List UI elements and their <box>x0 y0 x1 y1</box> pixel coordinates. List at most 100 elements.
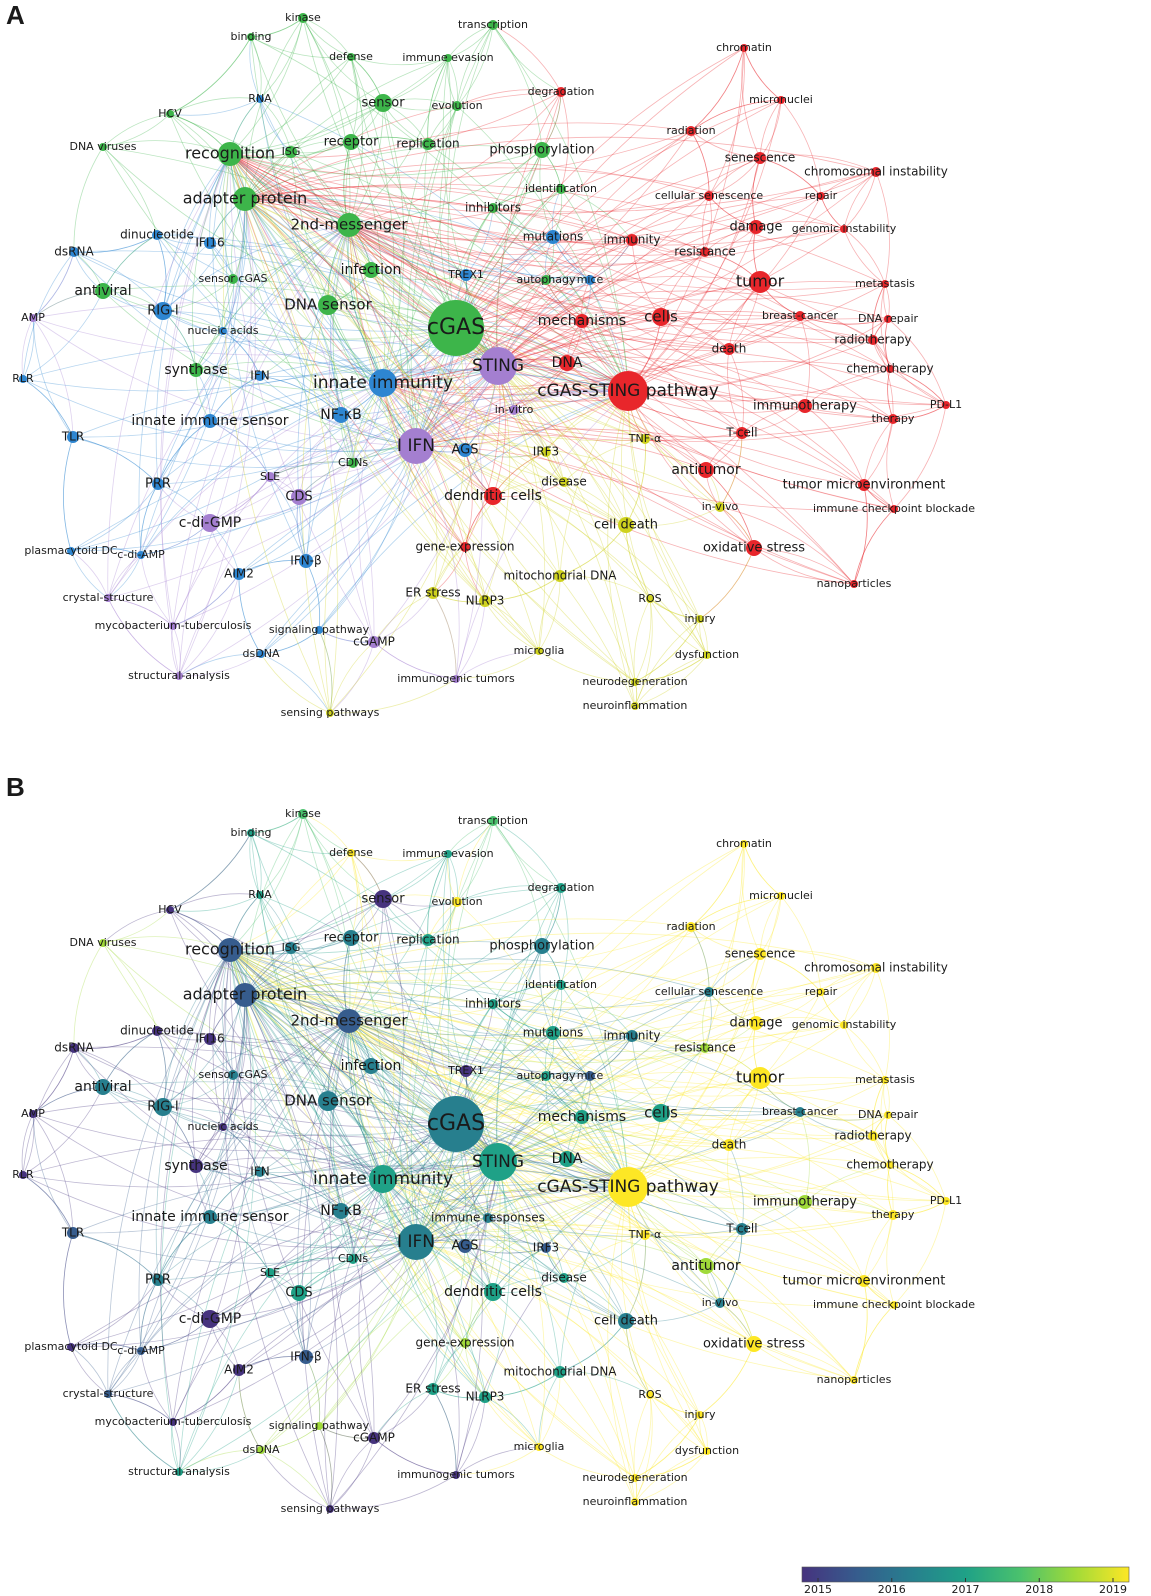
edge <box>222 330 261 377</box>
edge <box>455 276 761 329</box>
node <box>736 427 748 439</box>
node <box>890 1301 898 1309</box>
edge <box>269 1272 307 1358</box>
edge <box>244 990 801 1113</box>
node <box>746 1336 762 1352</box>
edge <box>244 958 710 996</box>
edge <box>209 327 457 422</box>
node <box>257 1446 265 1454</box>
edge <box>244 198 743 434</box>
edge <box>649 1394 701 1416</box>
node-label: synthase <box>164 362 227 378</box>
edge <box>102 285 629 392</box>
edge <box>627 1186 701 1416</box>
edge <box>455 650 540 680</box>
node-label: IFN-β <box>290 554 321 568</box>
edge <box>229 153 591 281</box>
node <box>575 314 589 328</box>
edge <box>260 327 457 655</box>
node-label: IFN-β <box>290 1350 321 1364</box>
edge <box>350 852 449 862</box>
node-label: 2nd-messenger <box>290 216 408 234</box>
edge <box>634 1450 708 1479</box>
node-label: NLRP3 <box>466 1390 505 1404</box>
edge <box>893 404 947 510</box>
edge <box>627 281 761 392</box>
node <box>631 1498 639 1506</box>
edge <box>260 1449 331 1510</box>
edge <box>497 1077 886 1163</box>
node <box>740 44 748 52</box>
edge <box>382 382 646 441</box>
edge <box>348 1020 895 1306</box>
edge <box>563 438 646 483</box>
edge <box>244 918 692 996</box>
node <box>460 1338 470 1348</box>
node <box>585 275 595 285</box>
edge <box>244 197 591 281</box>
node-label: mycobacterium-tuberculosis <box>95 619 252 632</box>
node-label: AIM2 <box>224 1363 254 1377</box>
edge <box>538 575 561 652</box>
edge <box>348 224 874 344</box>
node <box>626 1030 638 1042</box>
edge <box>415 1241 701 1416</box>
edge <box>853 484 868 585</box>
edge <box>327 304 417 447</box>
edge <box>690 895 782 928</box>
node <box>265 472 275 482</box>
edge <box>73 1030 158 1049</box>
node <box>754 152 766 164</box>
node-label: immunity <box>603 233 660 247</box>
edge <box>804 1201 865 1282</box>
node-label: radiation <box>666 920 715 933</box>
edge <box>140 483 159 556</box>
edge <box>229 926 692 975</box>
edge <box>348 991 710 1036</box>
edge <box>348 1020 801 1116</box>
edge <box>627 1164 891 1198</box>
edge <box>171 1421 180 1473</box>
edge <box>290 947 457 1125</box>
edge <box>889 368 947 406</box>
edge <box>382 348 730 396</box>
node-label: receptor <box>324 135 380 150</box>
edge <box>348 224 855 585</box>
edge <box>107 994 246 1395</box>
node <box>871 963 881 973</box>
node-label: damage <box>729 1016 782 1031</box>
node-label: signaling pathway <box>269 623 370 636</box>
edge <box>107 949 231 1395</box>
edge <box>178 573 240 677</box>
node <box>228 274 238 284</box>
edge <box>382 887 562 1180</box>
edge <box>843 171 877 230</box>
edge <box>719 432 743 508</box>
node-label: synthase <box>164 1158 227 1174</box>
node <box>646 1391 654 1399</box>
edge <box>172 1178 384 1423</box>
edge <box>340 1161 499 1212</box>
edge <box>625 1302 721 1323</box>
edge <box>328 1020 375 1439</box>
node-label: sensor cGAS <box>198 1068 267 1081</box>
edge <box>464 1245 547 1254</box>
edge <box>107 224 350 599</box>
edge <box>690 130 761 159</box>
edge <box>415 1112 662 1243</box>
edge <box>140 382 384 556</box>
edge <box>690 926 710 993</box>
node-label: RIG-I <box>147 1100 178 1115</box>
edge <box>559 1186 629 1373</box>
edge <box>634 1414 701 1479</box>
edge <box>875 967 890 1081</box>
edge <box>373 592 434 643</box>
node <box>285 146 297 158</box>
edge <box>373 641 457 680</box>
node <box>942 1197 950 1205</box>
node <box>99 143 107 151</box>
node-label: receptor <box>324 931 380 946</box>
edge <box>455 953 761 1125</box>
node <box>363 262 379 278</box>
node-label: RLR <box>12 1168 34 1181</box>
